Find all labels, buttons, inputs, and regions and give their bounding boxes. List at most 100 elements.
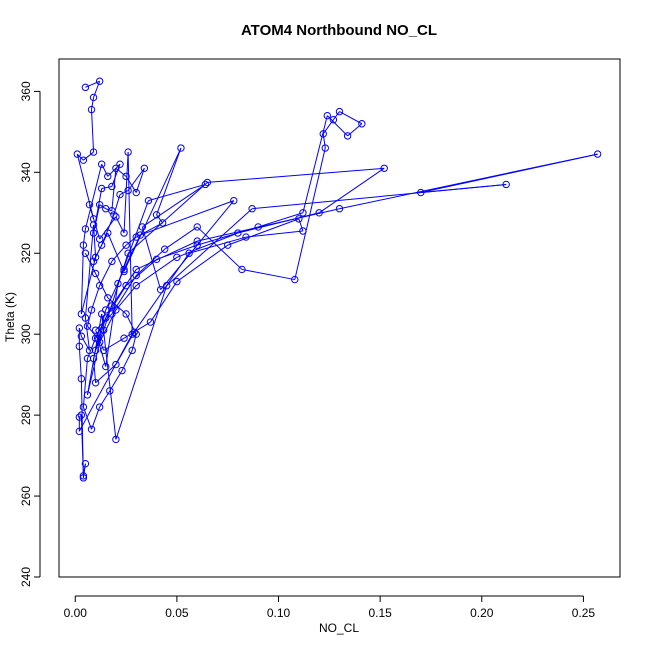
series-line-segment	[95, 364, 117, 384]
data-point	[89, 221, 98, 229]
data-point	[75, 324, 84, 332]
series-line-segment	[93, 232, 109, 262]
data-point	[110, 211, 118, 219]
data-point	[91, 334, 100, 342]
data-point	[95, 200, 104, 209]
series-line-segment	[127, 182, 208, 254]
series-line-segment	[101, 163, 109, 177]
data-point	[95, 403, 104, 411]
data-point	[132, 265, 140, 274]
data-point	[100, 346, 108, 355]
data-point	[116, 190, 124, 199]
series-line-segment	[125, 258, 157, 287]
data-point	[87, 105, 96, 114]
series-line-segment	[318, 167, 385, 214]
data-point	[138, 223, 147, 231]
x-tick-label: 0.25	[572, 606, 596, 620]
data-point	[335, 107, 344, 116]
series-line-segment	[227, 218, 300, 246]
series-line-segment	[150, 281, 178, 323]
data-point	[158, 219, 167, 227]
data-point	[335, 205, 344, 213]
series-line-segment	[241, 268, 295, 281]
data-point	[118, 366, 126, 375]
series-line-segment	[111, 275, 137, 315]
data-point	[230, 196, 238, 205]
data-point	[97, 184, 106, 193]
data-point	[120, 265, 128, 274]
series-line-segment	[164, 226, 198, 250]
series-line-segment	[127, 152, 133, 335]
data-point	[315, 209, 323, 217]
series-line-segment	[115, 285, 137, 311]
data-point	[146, 318, 155, 326]
data-point	[120, 267, 128, 276]
data-point	[203, 178, 212, 187]
y-tick-label: 280	[19, 405, 33, 425]
x-tick-label: 0.10	[267, 606, 291, 620]
x-tick-label: 0.05	[165, 606, 189, 620]
data-point	[122, 241, 130, 249]
series-line-segment	[302, 115, 328, 213]
data-point	[87, 306, 96, 314]
series-line-segment	[294, 147, 326, 280]
series-points	[73, 77, 602, 482]
series-line-segment	[135, 256, 178, 287]
series-line-segment	[123, 234, 141, 270]
x-tick-label: 0.20	[470, 606, 494, 620]
data-point	[140, 164, 149, 172]
data-point	[112, 213, 120, 221]
axes-group: 0.00 0.05 0.10 0.15 0.20 0.25 240 260 280 300 320 3…	[19, 58, 621, 620]
series-line-segment	[119, 190, 129, 196]
data-point	[132, 330, 140, 338]
chart-title: ATOM4 Northbound NO_CL	[241, 22, 437, 39]
series-line-segment	[333, 111, 340, 121]
series-line-segment	[99, 216, 117, 240]
data-point	[380, 164, 388, 172]
data-point	[185, 249, 193, 257]
data-point	[116, 160, 124, 168]
series-line-segment	[141, 226, 162, 290]
data-point	[95, 281, 104, 290]
plot-frame	[58, 58, 621, 578]
series-line-segment	[91, 406, 101, 430]
series-line-segment	[136, 240, 198, 270]
data-point	[108, 302, 116, 310]
data-point	[91, 326, 100, 334]
series-lines	[76, 80, 598, 478]
data-point	[73, 150, 81, 158]
data-point	[193, 223, 201, 231]
series-line-segment	[298, 218, 304, 232]
data-point	[163, 281, 171, 290]
data-point	[502, 180, 510, 189]
series-line-segment	[207, 167, 385, 183]
data-point	[120, 229, 128, 237]
y-tick-label: 300	[19, 324, 33, 344]
series-line-segment	[101, 313, 117, 440]
series-line-segment	[142, 184, 206, 228]
y-tick-label: 320	[19, 243, 33, 263]
series-line-segment	[91, 109, 95, 153]
series-line-segment	[135, 168, 145, 193]
series-line-segment	[258, 212, 304, 228]
data-point	[89, 229, 98, 237]
series-line-segment	[78, 327, 82, 337]
data-point	[112, 306, 120, 314]
series-line-segment	[121, 350, 133, 371]
data-point	[91, 253, 100, 261]
series-line-segment	[80, 257, 97, 315]
series-line-segment	[95, 273, 109, 298]
data-point	[108, 257, 116, 266]
data-point	[152, 255, 161, 264]
data-point	[79, 474, 88, 482]
data-point	[593, 150, 602, 158]
data-point	[108, 310, 116, 318]
series-line-segment	[85, 80, 100, 88]
data-point	[87, 425, 96, 433]
data-point	[91, 269, 100, 278]
series-line-segment	[115, 285, 168, 440]
data-point	[83, 391, 92, 399]
series-line-segment	[83, 151, 94, 161]
data-point	[417, 188, 425, 197]
